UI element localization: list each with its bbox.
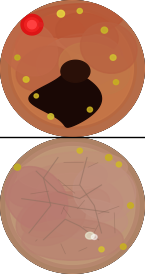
Polygon shape [77,148,82,153]
Ellipse shape [16,15,86,67]
Ellipse shape [37,173,123,224]
Ellipse shape [16,193,85,246]
Polygon shape [77,8,82,13]
Polygon shape [12,11,133,126]
Polygon shape [87,107,93,112]
Ellipse shape [37,34,123,90]
Ellipse shape [9,162,107,208]
Ellipse shape [73,164,136,220]
Polygon shape [28,21,36,29]
Polygon shape [91,235,97,239]
Ellipse shape [5,167,68,231]
Polygon shape [25,18,39,32]
Ellipse shape [56,13,118,56]
Ellipse shape [80,22,137,73]
Polygon shape [57,10,65,17]
Polygon shape [48,114,54,119]
Polygon shape [19,260,25,266]
Ellipse shape [59,42,129,95]
Polygon shape [99,247,104,252]
Ellipse shape [22,4,123,38]
Polygon shape [9,8,136,129]
Polygon shape [113,80,119,85]
Polygon shape [128,203,133,208]
Polygon shape [61,60,90,82]
Polygon shape [8,250,15,257]
Polygon shape [15,55,20,60]
Ellipse shape [47,198,127,240]
Polygon shape [29,70,101,127]
Polygon shape [86,232,94,239]
Polygon shape [38,23,43,27]
Polygon shape [21,15,43,35]
Polygon shape [10,147,135,264]
Polygon shape [0,137,145,274]
Ellipse shape [22,219,123,260]
Ellipse shape [21,187,110,238]
Polygon shape [106,155,112,161]
Polygon shape [0,0,145,137]
Polygon shape [6,142,139,269]
Polygon shape [101,27,108,33]
Polygon shape [0,0,145,140]
Polygon shape [116,162,122,167]
Ellipse shape [18,152,127,191]
Polygon shape [120,244,126,249]
Polygon shape [23,77,29,82]
Polygon shape [0,134,145,274]
Polygon shape [14,164,21,170]
Ellipse shape [0,20,58,76]
Polygon shape [110,55,116,60]
Ellipse shape [16,46,71,91]
Polygon shape [34,94,38,98]
